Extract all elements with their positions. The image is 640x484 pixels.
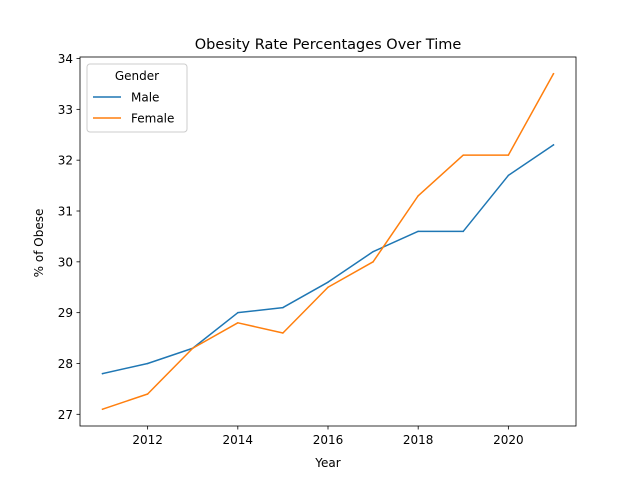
data-point-male: [146, 362, 149, 365]
data-point-female: [237, 322, 239, 324]
data-point-male: [507, 174, 510, 177]
data-point-male: [282, 306, 284, 309]
data-point-male: [101, 372, 104, 375]
data-point-female: [507, 154, 510, 156]
data-point-male: [372, 250, 374, 253]
data-point-male: [327, 281, 329, 283]
data-point-male: [552, 144, 555, 146]
x-tick-label: 2018: [403, 433, 434, 447]
y-tick-label: 32: [58, 154, 73, 168]
legend: Gender Male Female: [86, 63, 188, 133]
y-tick-label: 27: [58, 408, 73, 422]
y-tick-label: 29: [58, 306, 73, 320]
data-point-female: [101, 408, 104, 410]
chart-title: Obesity Rate Percentages Over Time: [195, 37, 462, 53]
data-point-female: [146, 393, 149, 395]
y-tick-label: 31: [58, 205, 73, 219]
axes-layer: 2012 2014 2016 2018 2020 27 28 29 30 31 32 33 34: [58, 52, 577, 447]
data-point-male: [237, 311, 239, 314]
x-tick-label: 2016: [313, 433, 344, 447]
x-tick-label: 2020: [493, 433, 524, 447]
plot-frame: [79, 56, 577, 427]
y-tick-label: 33: [58, 103, 73, 117]
legend-entries: Male Female: [93, 91, 174, 126]
legend-label-male: Male: [131, 91, 159, 105]
x-tick-label: 2014: [223, 433, 254, 447]
legend-frame: [86, 63, 188, 133]
data-point-female: [417, 195, 419, 197]
y-tick-label: 28: [58, 357, 73, 371]
legend-label-female: Female: [131, 112, 174, 126]
data-point-male: [417, 230, 419, 233]
data-point-female: [191, 347, 194, 349]
x-tick-label: 2012: [132, 433, 163, 447]
data-point-male: [462, 230, 465, 233]
x-axis-label: Year: [314, 456, 340, 470]
y-tick-label: 34: [58, 52, 73, 66]
data-point-female: [462, 154, 465, 156]
y-tick-label: 30: [58, 255, 73, 269]
legend-title: Gender: [115, 69, 159, 83]
series-layer: [101, 72, 555, 411]
data-point-female: [552, 73, 555, 75]
y-axis-label: % of Obese: [32, 209, 46, 278]
data-point-female: [327, 286, 329, 288]
data-point-female: [372, 261, 374, 263]
data-point-female: [282, 332, 284, 334]
